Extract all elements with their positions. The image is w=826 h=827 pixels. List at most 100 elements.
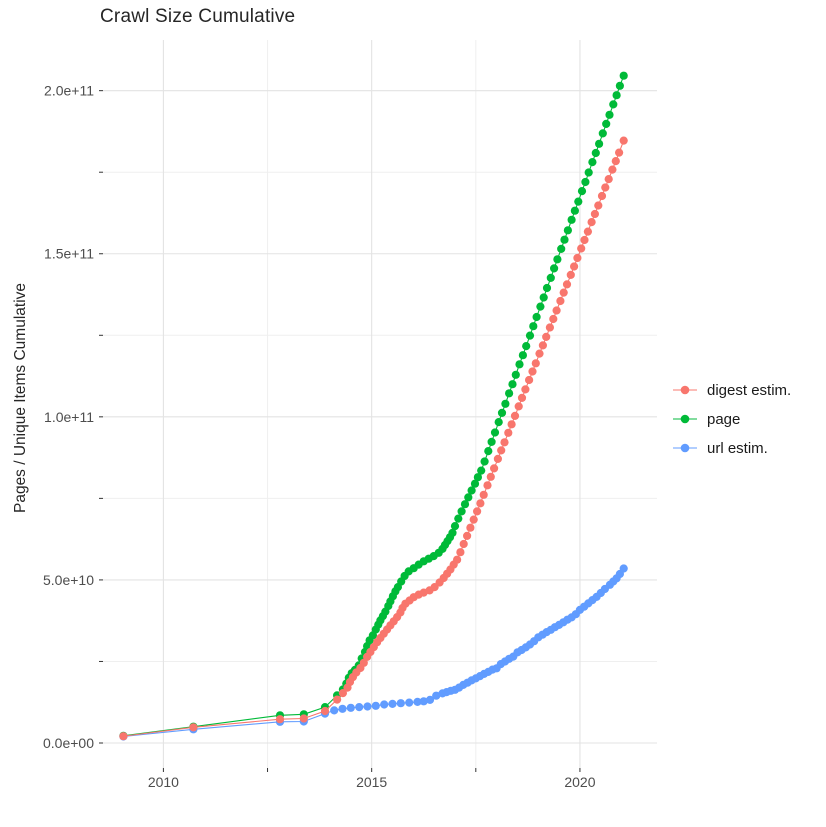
data-point [521,385,530,394]
legend-entry-digest-estim-: digest estim. [672,380,791,400]
data-point [457,507,466,516]
data-point [594,201,603,210]
data-point [470,479,480,488]
data-point [453,555,462,564]
data-point [450,522,460,531]
data-point [413,697,422,707]
y-axis-title: Pages / Unique Items Cumulative [12,282,29,514]
data-point [479,490,488,499]
legend-label: page [707,410,741,428]
data-point [330,706,339,715]
data-point [550,264,559,273]
data-point [511,370,520,379]
data-point [580,235,589,245]
data-point [598,129,607,138]
data-point [542,283,552,293]
x-tick-label: 2015 [356,774,387,790]
data-point [501,399,510,408]
legend-entry-url-estim-: url estim. [672,438,791,458]
data-point [493,454,502,463]
data-point [587,218,596,227]
data-point [545,323,555,332]
data-point [566,270,575,279]
data-point [567,215,576,224]
data-point [619,136,628,145]
data-point [615,81,625,90]
data-point [119,732,128,741]
data-point [432,691,441,700]
data-point [577,187,587,196]
y-tick-label: 0.0e+00 [43,735,94,751]
data-point [490,464,499,473]
data-point [588,158,597,167]
data-point [522,342,531,351]
x-tick-label: 2010 [148,774,179,790]
data-point [601,183,610,192]
data-point [480,457,489,466]
data-point [615,148,624,157]
data-point [528,367,537,376]
data-point [448,528,457,538]
data-point [577,244,586,253]
y-tick-label: 2.0e+11 [44,83,94,99]
data-point [573,253,582,263]
data-point [525,375,534,385]
data-point [483,481,492,490]
data-point [525,331,535,340]
data-point [338,704,347,713]
data-point [505,389,514,398]
legend-key-icon [673,385,697,395]
data-point [553,255,562,264]
data-point [380,700,389,709]
data-point [529,322,538,331]
data-point [484,447,493,456]
data-point [611,157,620,166]
legend-label: url estim. [707,439,768,457]
data-point [597,191,607,201]
data-point [557,244,566,253]
data-point [507,420,516,429]
legend: digest estim. page url estim. [672,380,791,458]
data-point [454,514,463,523]
data-point [559,288,568,297]
legend-entry-page: page [672,409,791,429]
data-point [425,695,435,705]
data-point [542,332,551,341]
data-point [562,280,572,289]
data-point [549,314,558,324]
data-point [532,312,541,322]
data-point [536,302,545,311]
data-point [595,139,604,148]
data-point [608,165,617,174]
data-point [405,698,414,707]
data-point [514,402,523,411]
data-point [466,523,475,532]
data-point [459,539,468,549]
legend-key-icon [673,414,697,424]
y-tick-label: 1.0e+11 [44,409,94,425]
data-point [463,531,472,541]
data-point [396,699,405,708]
data-point [583,227,593,236]
data-point [556,296,565,306]
data-point [338,689,347,698]
data-point [538,341,548,350]
y-tick-label: 5.0e+10 [43,572,94,588]
data-point [371,701,380,710]
x-tick-label: 2020 [564,774,595,790]
data-point [476,499,485,508]
data-point [619,71,628,80]
data-point [518,351,528,360]
data-point [539,293,548,302]
data-point [346,703,355,712]
data-point [517,393,527,402]
data-point [535,349,544,358]
data-point [570,206,580,215]
data-point [619,564,628,573]
data-point [563,226,573,235]
data-point [609,100,618,109]
data-point [515,360,524,369]
legend-key-icon [673,443,697,453]
